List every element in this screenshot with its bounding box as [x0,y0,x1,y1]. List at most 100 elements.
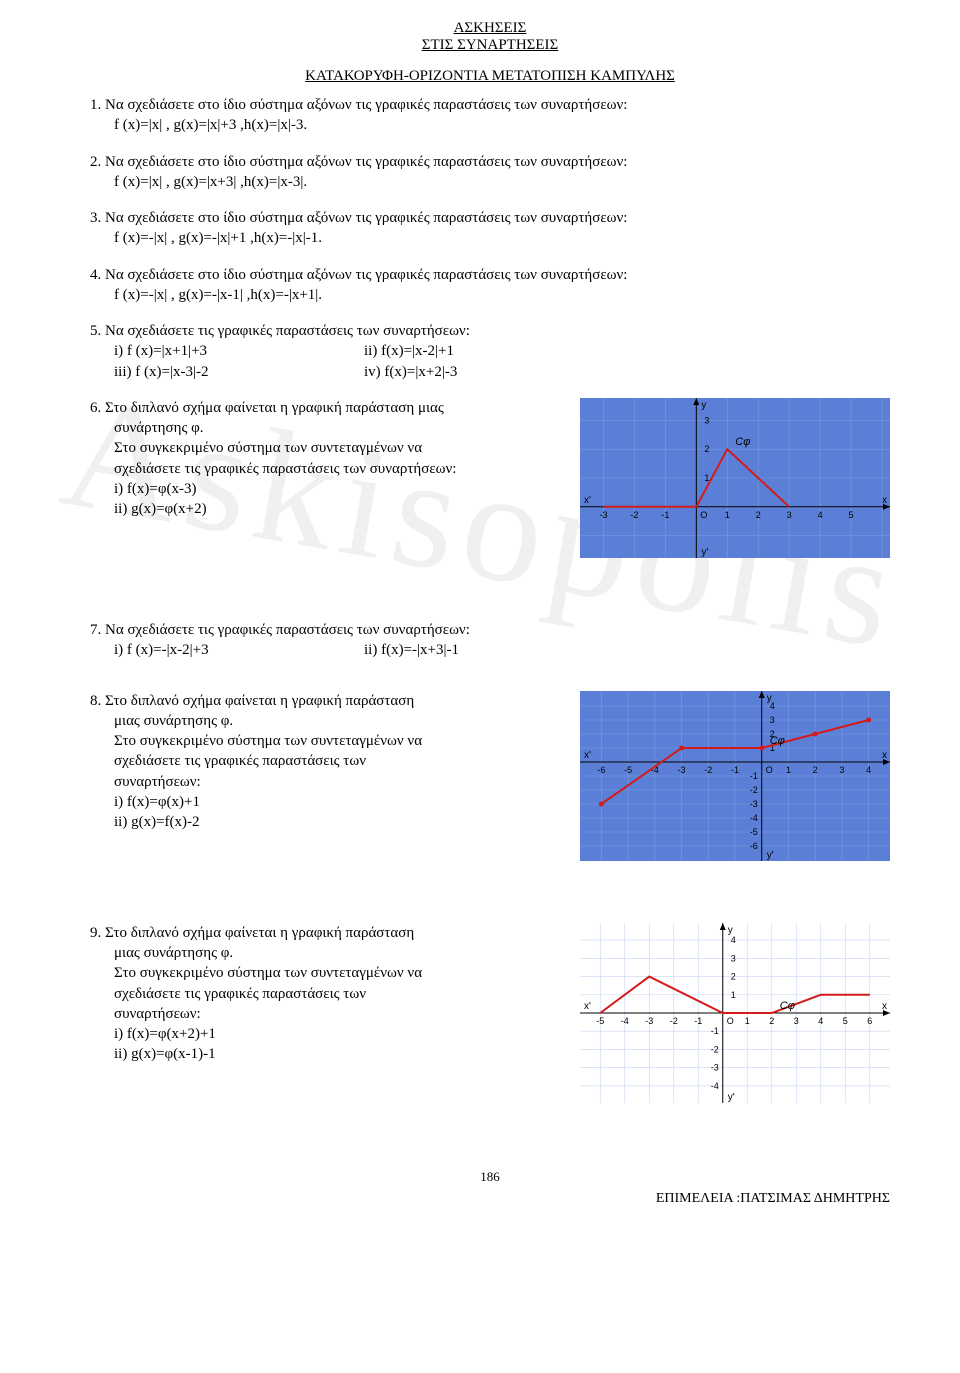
svg-text:5: 5 [849,510,854,520]
svg-text:-6: -6 [750,841,758,851]
svg-text:3: 3 [770,715,775,725]
ex6-l4: σχεδιάσετε τις γραφικές παραστάσεις των … [90,459,560,479]
ex2-eq: f (x)=|x| , g(x)=|x+3| ,h(x)=|x-3|. [90,172,890,192]
ex9-l4: σχεδιάσετε τις γραφικές παραστάσεις των [90,984,560,1004]
exercise-9: 9. Στο διπλανό σχήμα φαίνεται η γραφική … [90,923,890,1109]
ex6-l2: συνάρτησης φ. [90,418,560,438]
svg-text:-2: -2 [704,765,712,775]
ex7-i: i) f (x)=-|x-2|+3 [90,640,340,660]
svg-text:-3: -3 [645,1016,653,1026]
svg-text:Cφ: Cφ [770,735,785,747]
ex5-i: i) f (x)=|x+1|+3 [90,341,340,361]
svg-text:2: 2 [813,765,818,775]
ex2-text: Να σχεδιάσετε στο ίδιο σύστημα αξόνων τι… [105,154,627,170]
ex9-ii: ii) g(x)=φ(x-1)-1 [90,1044,340,1064]
svg-text:y': y' [767,850,774,861]
svg-text:O: O [766,765,773,775]
svg-text:5: 5 [843,1016,848,1026]
svg-text:x: x [882,750,887,761]
ex3-num: 3. [90,210,101,226]
svg-text:6: 6 [867,1016,872,1026]
ex8-l5: συναρτήσεων: [90,772,560,792]
svg-text:1: 1 [725,510,730,520]
svg-text:4: 4 [731,935,736,945]
ex9-l3: Στο συγκεκριμένο σύστημα των συντεταγμέν… [90,963,560,983]
svg-text:4: 4 [818,1016,823,1026]
svg-text:-5: -5 [596,1016,604,1026]
svg-text:-2: -2 [750,785,758,795]
ex8-l2: μιας συνάρτησης φ. [90,711,560,731]
svg-text:-3: -3 [599,510,607,520]
ex8-num: 8. [90,693,101,709]
ex5-text: Να σχεδιάσετε τις γραφικές παραστάσεις τ… [105,323,470,339]
ex3-text: Να σχεδιάσετε στο ίδιο σύστημα αξόνων τι… [105,210,627,226]
svg-text:x': x' [584,495,591,506]
ex8-ii: ii) g(x)=f(x)-2 [90,812,560,832]
section-title: ΚΑΤΑΚΟΡΥΦΗ-ΟΡΙΖΟΝΤΙΑ ΜΕΤΑΤΟΠΙΣΗ ΚΑΜΠΥΛΗΣ [90,68,890,85]
svg-text:2: 2 [731,971,736,981]
svg-text:x': x' [584,1001,591,1012]
ex5-ii: ii) f(x)=|x-2|+1 [340,341,590,361]
exercise-2: 2. Να σχεδιάσετε στο ίδιο σύστημα αξόνων… [90,152,890,193]
ex6-l1: Στο διπλανό σχήμα φαίνεται η γραφική παρ… [105,400,444,416]
svg-text:O: O [727,1016,734,1026]
ex4-eq: f (x)=-|x| , g(x)=-|x-1| ,h(x)=-|x+1|. [90,285,890,305]
svg-text:O: O [700,510,707,520]
svg-text:-4: -4 [621,1016,629,1026]
svg-text:4: 4 [866,765,871,775]
svg-text:-5: -5 [750,827,758,837]
ex3-eq: f (x)=-|x| , g(x)=-|x|+1 ,h(x)=-|x|-1. [90,228,890,248]
svg-text:-5: -5 [624,765,632,775]
exercise-6: 6. Στο διπλανό σχήμα φαίνεται η γραφική … [90,398,890,564]
ex9-l1: Στο διπλανό σχήμα φαίνεται η γραφική παρ… [105,925,414,941]
svg-text:3: 3 [839,765,844,775]
svg-text:x: x [882,1001,887,1012]
svg-text:-3: -3 [678,765,686,775]
svg-text:y: y [728,925,733,936]
svg-text:x': x' [584,750,591,761]
ex8-graph: -6-5-4-3-2-11234-6-5-4-3-2-11234Oxx'yy'C… [580,691,890,867]
ex1-text: Να σχεδιάσετε στο ίδιο σύστημα αξόνων τι… [105,97,627,113]
ex6-ii: ii) g(x)=φ(x+2) [90,499,340,519]
ex5-iii: iii) f (x)=|x-3|-2 [90,362,340,382]
ex8-i: i) f(x)=φ(x)+1 [90,792,560,812]
ex9-num: 9. [90,925,101,941]
svg-text:-6: -6 [597,765,605,775]
svg-text:-2: -2 [630,510,638,520]
svg-text:y': y' [728,1092,735,1103]
ex6-graph: -3-2-112345123Oxx'yy'Cφ [580,398,890,564]
ex4-text: Να σχεδιάσετε στο ίδιο σύστημα αξόνων τι… [105,267,627,283]
footer-credit: ΕΠΙΜΕΛΕΙΑ :ΠΑΤΣΙΜΑΣ ΔΗΜΗΤΡΗΣ [90,1191,890,1207]
exercise-7: 7. Να σχεδιάσετε τις γραφικές παραστάσει… [90,620,890,661]
ex8-l1: Στο διπλανό σχήμα φαίνεται η γραφική παρ… [105,693,414,709]
ex5-num: 5. [90,323,101,339]
ex6-l3: Στο συγκεκριμένο σύστημα των συντεταγμέν… [90,438,560,458]
svg-text:1: 1 [786,765,791,775]
ex1-eq: f (x)=|x| , g(x)=|x|+3 ,h(x)=|x|-3. [90,115,890,135]
svg-text:4: 4 [818,510,823,520]
svg-text:3: 3 [704,415,709,425]
svg-text:3: 3 [787,510,792,520]
ex5-iv: iv) f(x)=|x+2|-3 [340,362,590,382]
ex9-l2: μιας συνάρτησης φ. [90,943,560,963]
svg-text:-1: -1 [750,771,758,781]
svg-text:Cφ: Cφ [735,436,750,448]
ex9-l5: συναρτήσεων: [90,1004,560,1024]
exercise-3: 3. Να σχεδιάσετε στο ίδιο σύστημα αξόνων… [90,208,890,249]
svg-text:x: x [882,495,887,506]
ex9-graph: -5-4-3-2-1123456-4-3-2-11234Oxx'yy'Cφ [580,923,890,1109]
svg-text:-4: -4 [750,813,758,823]
ex7-num: 7. [90,622,101,638]
svg-text:3: 3 [794,1016,799,1026]
ex9-i: i) f(x)=φ(x+2)+1 [90,1024,340,1044]
page-number: 186 [90,1169,890,1185]
svg-text:3: 3 [731,953,736,963]
svg-text:-2: -2 [670,1016,678,1026]
exercise-8: 8. Στο διπλανό σχήμα φαίνεται η γραφική … [90,691,890,867]
page-content: ΑΣΚΗΣΕΙΣ ΣΤΙΣ ΣΥΝΑΡΤΗΣΕΙΣ ΚΑΤΑΚΟΡΥΦΗ-ΟΡΙ… [90,20,890,1207]
svg-text:y: y [701,400,706,411]
ex7-ii: ii) f(x)=-|x+3|-1 [340,640,590,660]
ex6-i: i) f(x)=φ(x-3) [90,479,340,499]
exercise-5: 5. Να σχεδιάσετε τις γραφικές παραστάσει… [90,321,890,382]
svg-text:-1: -1 [694,1016,702,1026]
